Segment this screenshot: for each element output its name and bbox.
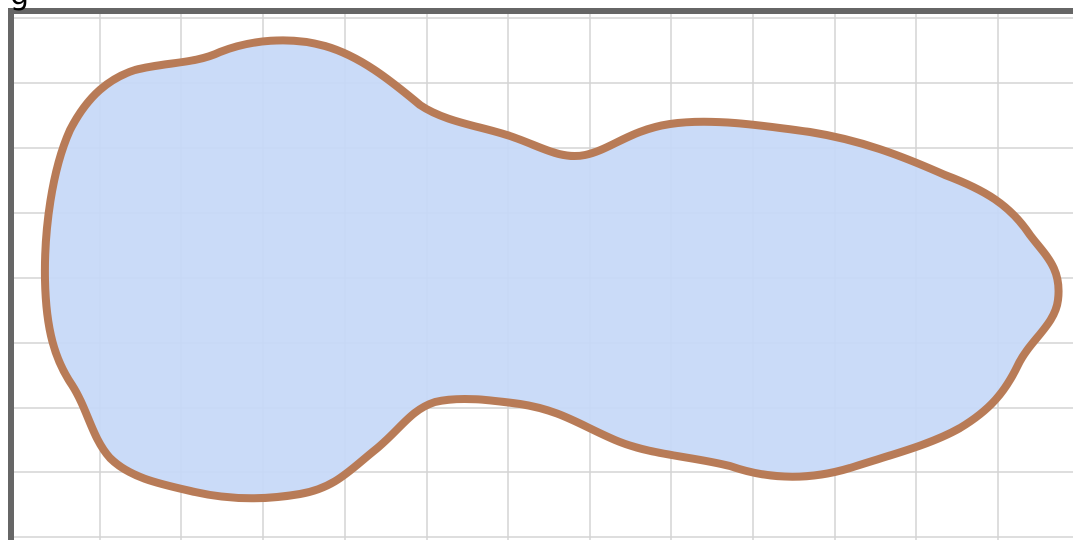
frame-left bbox=[8, 8, 14, 540]
caption: g bbox=[10, 0, 29, 10]
region-fill bbox=[40, 36, 1063, 503]
frame-top bbox=[8, 8, 1073, 14]
